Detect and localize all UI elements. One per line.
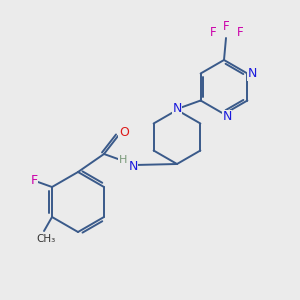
Text: F: F	[237, 26, 243, 38]
Text: N: N	[248, 67, 257, 80]
Text: CH₃: CH₃	[36, 234, 56, 244]
Text: N: N	[172, 103, 182, 116]
Text: F: F	[31, 175, 38, 188]
Text: O: O	[119, 125, 129, 139]
Text: H: H	[119, 155, 127, 165]
Text: F: F	[223, 20, 229, 32]
Text: N: N	[222, 110, 232, 124]
Text: N: N	[128, 160, 138, 172]
Text: F: F	[210, 26, 216, 38]
